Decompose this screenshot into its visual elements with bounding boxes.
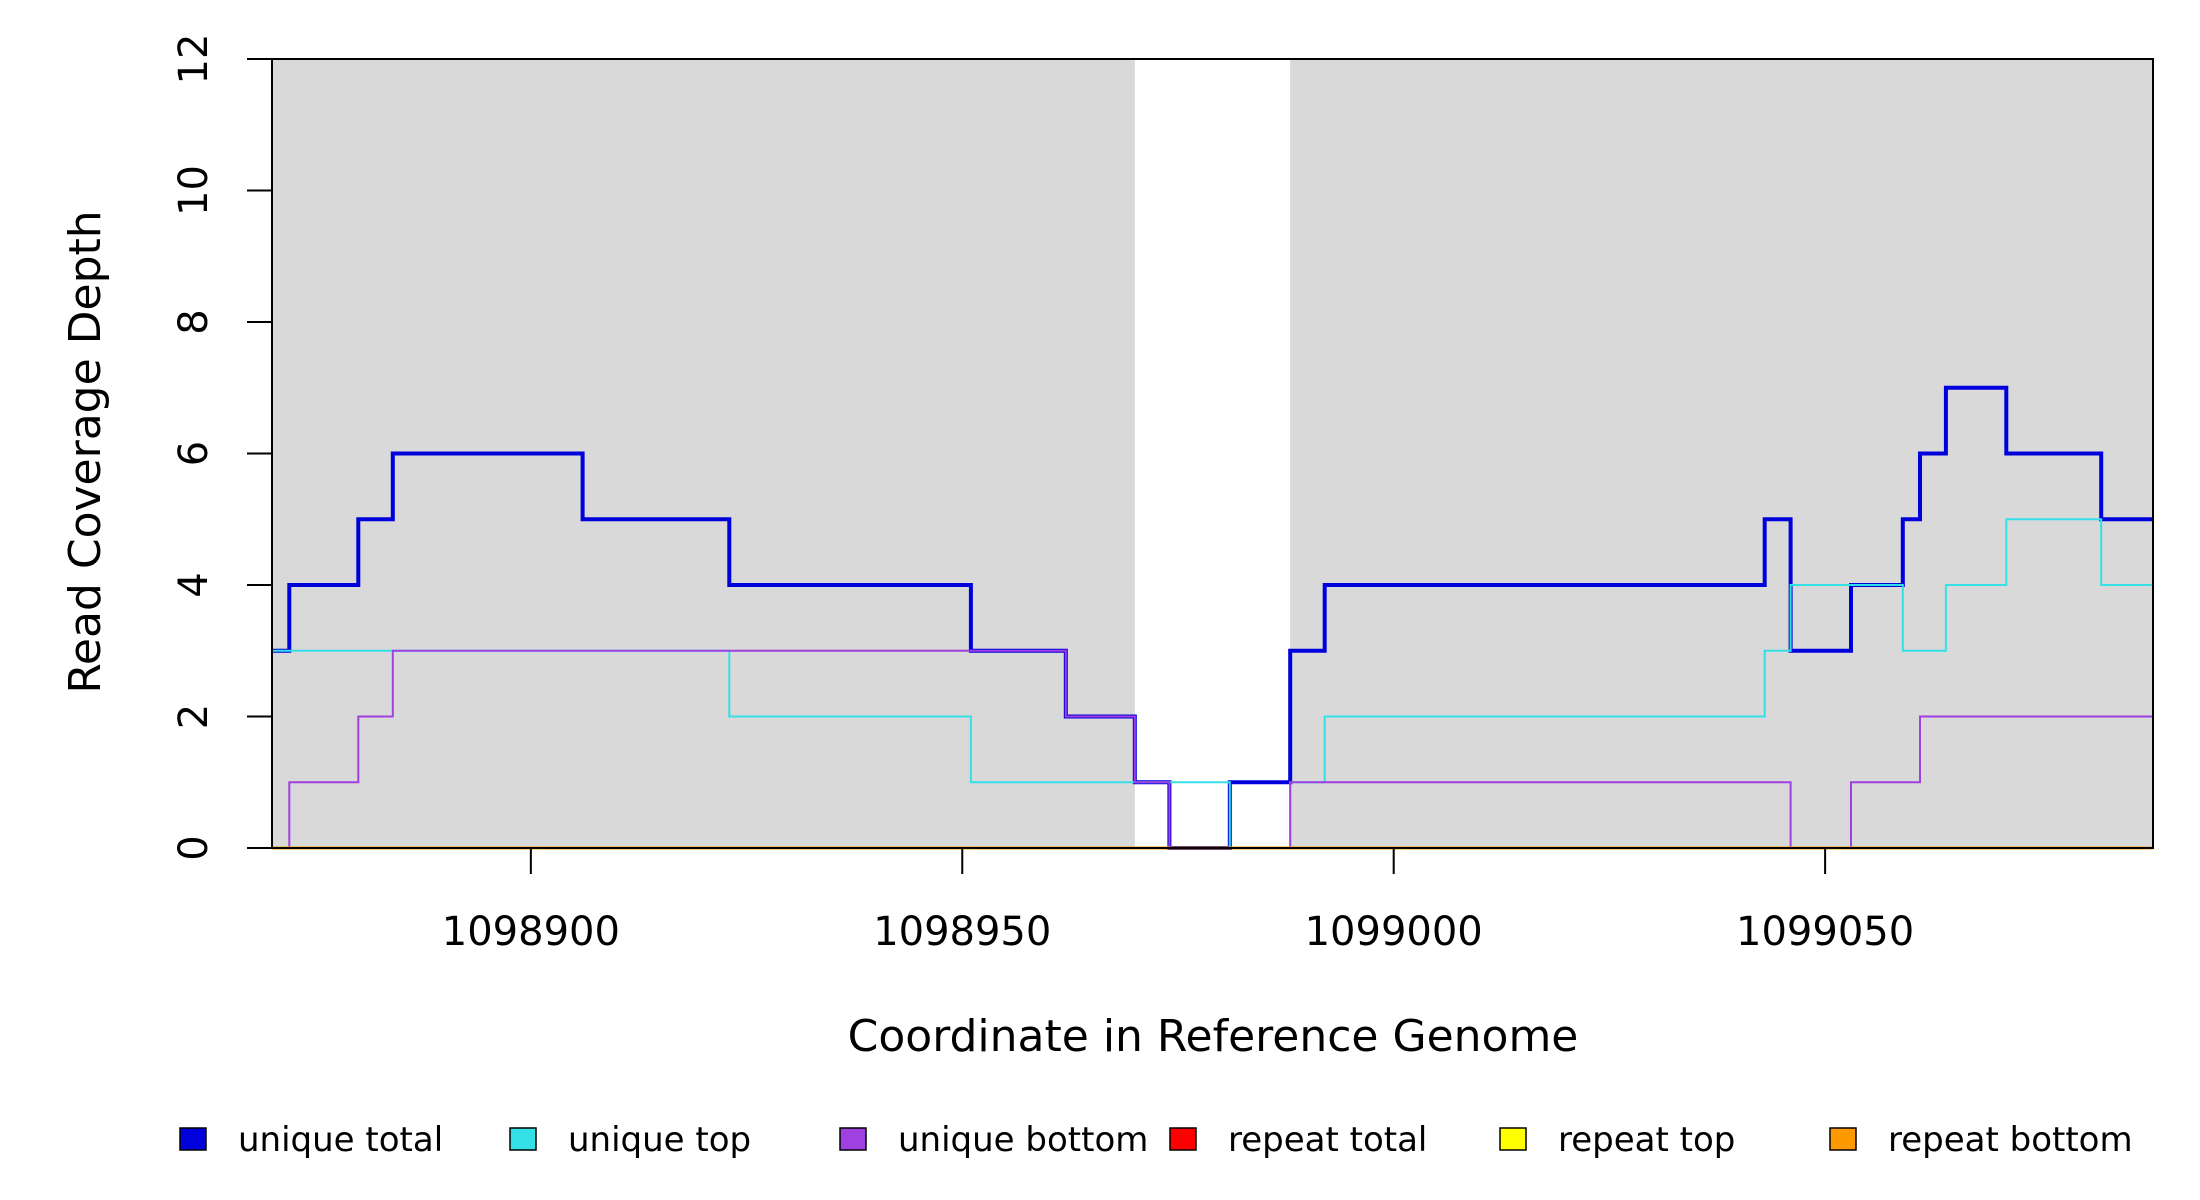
legend-swatch-4 xyxy=(1499,1127,1527,1151)
y-tick-label-2: 4 xyxy=(171,572,217,597)
legend-label-4: repeat top xyxy=(1558,1120,1735,1160)
y-axis-title: Read Coverage Depth xyxy=(60,210,111,693)
y-tick-label-6: 12 xyxy=(171,34,217,85)
x-axis-title: Coordinate in Reference Genome xyxy=(848,1011,1579,1062)
series-line-unique-bottom xyxy=(272,649,2153,849)
legend-swatch-1 xyxy=(509,1127,537,1151)
legend-label-5: repeat bottom xyxy=(1888,1120,2133,1160)
y-tick-label-3: 6 xyxy=(171,441,217,466)
legend: unique total unique top unique bottom repea… xyxy=(179,1120,2133,1160)
legend-label-3: repeat total xyxy=(1228,1120,1427,1160)
legend-swatch-5 xyxy=(1829,1127,1857,1151)
series-line-unique-top xyxy=(272,518,2154,849)
x-tick-label-0: 1098900 xyxy=(442,909,620,955)
y-tick-label-1: 2 xyxy=(171,704,217,729)
series-line-unique-total xyxy=(272,385,2153,850)
legend-swatch-2 xyxy=(839,1127,867,1151)
y-tick-label-4: 8 xyxy=(171,309,217,334)
y-tick-label-0: 0 xyxy=(171,835,217,860)
legend-label-0: unique total xyxy=(238,1120,443,1160)
legend-label-1: unique top xyxy=(568,1120,751,1160)
legend-swatch-0 xyxy=(179,1127,207,1151)
x-axis: 1098900 1098950 1099000 1099050 xyxy=(442,848,1914,955)
x-tick-label-1: 1098950 xyxy=(873,909,1051,955)
legend-swatch-3 xyxy=(1169,1127,1197,1151)
x-tick-label-2: 1099000 xyxy=(1305,909,1483,955)
x-tick-label-3: 1099050 xyxy=(1736,909,1914,955)
legend-label-2: unique bottom xyxy=(898,1120,1148,1160)
y-axis: 0 2 4 6 8 10 12 xyxy=(171,34,272,861)
y-tick-label-5: 10 xyxy=(171,165,217,216)
